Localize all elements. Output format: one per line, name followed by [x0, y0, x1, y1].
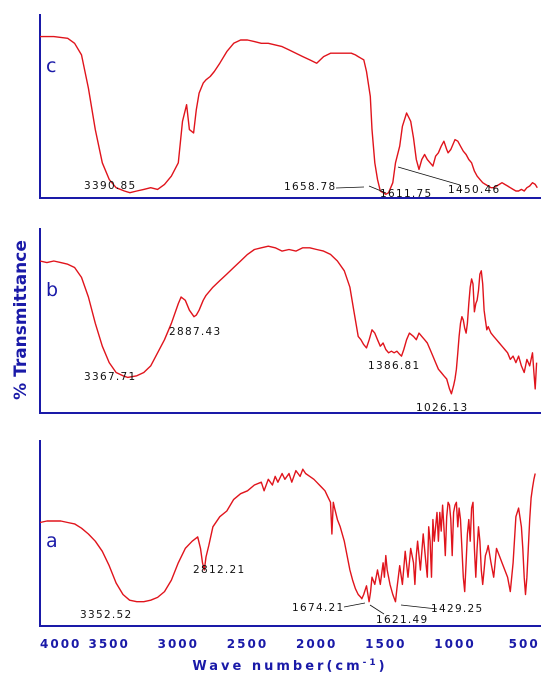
leader-a-1429 [400, 604, 438, 610]
x-tick-labels: 4000 3500 3000 2500 2000 1500 1000 500 [40, 637, 540, 651]
spectrum-c-line [40, 35, 538, 195]
x-tick-label: 2500 [227, 637, 268, 651]
leader-c-1658 [335, 186, 365, 189]
x-tick-label: 1500 [365, 637, 406, 651]
peak-label: 1026.13 [416, 402, 469, 414]
spectrum-a-line [39, 468, 536, 603]
peak-label: 1429.25 [431, 603, 484, 615]
x-tick-label: 500 [509, 637, 540, 651]
peak-label: 3390.85 [84, 180, 137, 192]
panel-b-letter: b [46, 279, 58, 301]
panel-b-axis-line [39, 228, 541, 414]
peak-label: 1658.78 [284, 181, 337, 193]
panel-c-letter: c [46, 55, 56, 77]
x-tick-label: 3500 [88, 637, 129, 651]
peak-label: 1674.21 [292, 602, 345, 614]
panel-a-letter: a [46, 530, 58, 552]
y-axis-title: % Transmittance [11, 240, 31, 400]
peak-label: 2887.43 [169, 326, 222, 338]
peak-label: 3352.52 [80, 609, 133, 621]
peak-label: 1450.46 [448, 184, 501, 196]
x-axis-title: Wave number(cm-1) [192, 658, 387, 674]
peak-label: 3367.71 [84, 371, 137, 383]
panel-c-axis-line [39, 14, 541, 199]
panel-a-axis-line [39, 440, 541, 627]
peak-label: 1386.81 [368, 360, 421, 372]
x-tick-label: 1000 [434, 637, 475, 651]
peak-label: 1611.75 [380, 188, 433, 200]
x-axis-title-text: Wave number(cm [192, 659, 362, 674]
x-axis-title-close: ) [379, 659, 388, 674]
peak-label: 2812.21 [193, 564, 246, 576]
panel-b-axes [39, 228, 541, 414]
x-tick-label: 2000 [296, 637, 337, 651]
leader-a-1674 [343, 602, 366, 608]
panel-c-axes [39, 14, 541, 199]
peak-label: 1621.49 [376, 614, 429, 626]
leader-c-1611 [368, 185, 387, 194]
x-axis-title-superscript: -1 [363, 658, 379, 668]
spectrum-b-line [39, 245, 538, 395]
leader-a-1621 [369, 604, 385, 615]
panel-a-axes [39, 440, 541, 627]
leader-c-1450 [397, 166, 461, 186]
x-tick-label: 4000 [40, 637, 81, 651]
x-tick-label: 3000 [158, 637, 199, 651]
peak-leader-lines [335, 166, 461, 615]
